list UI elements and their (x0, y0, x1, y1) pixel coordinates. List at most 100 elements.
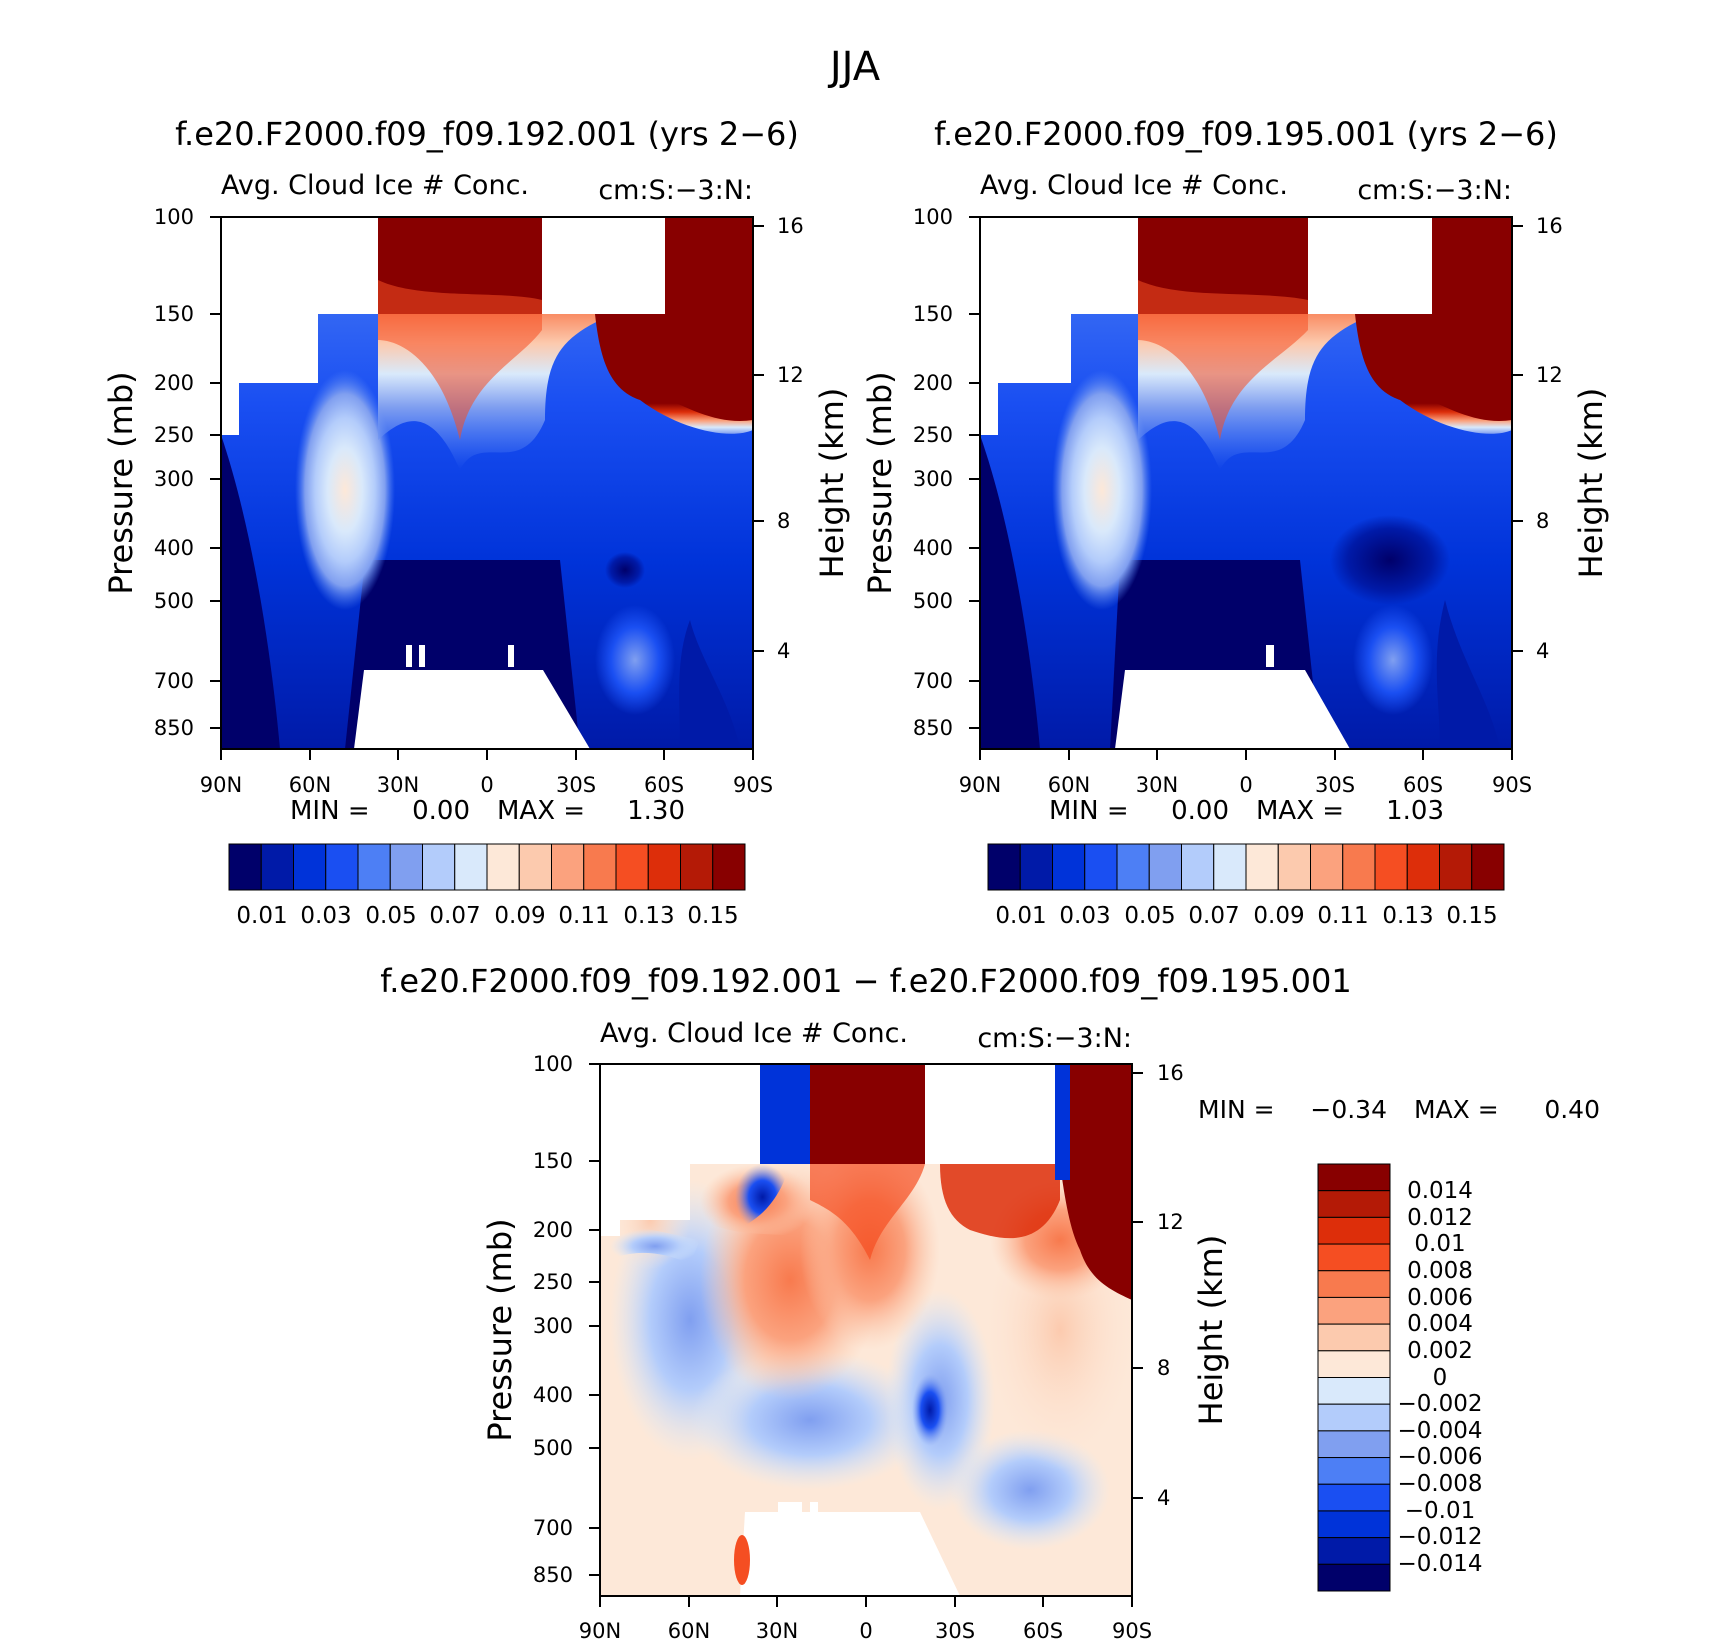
y-tick-label: 700 (533, 1516, 573, 1540)
colorbar-label: −0.002 (1397, 1391, 1482, 1417)
x-tick-label: 0 (480, 773, 493, 797)
y-tick-label: 100 (913, 205, 953, 229)
y-tick-label: 250 (533, 1270, 573, 1294)
colorbar (987, 843, 1505, 891)
colorbar-swatch (422, 843, 456, 891)
x-tick-label: 90N (200, 773, 242, 797)
y-tick-label: 850 (533, 1563, 573, 1587)
y-right-tick-label: 12 (1157, 1210, 1184, 1234)
colorbar-label: 0.002 (1407, 1338, 1473, 1364)
x-axis: 90N 60N 30N 0 30S 60S 90S (579, 1596, 1152, 1639)
x-tick-label: 30N (1136, 773, 1178, 797)
y-right-tick-label: 16 (777, 214, 804, 238)
max-value: 1.30 (627, 796, 685, 826)
colorbar-swatch (1052, 843, 1086, 891)
y-tick-label: 700 (154, 669, 194, 693)
y-tick-label: 150 (154, 302, 194, 326)
colorbar-label: 0.004 (1407, 1311, 1473, 1337)
colorbar-swatch (1019, 843, 1053, 891)
y-right-tick-label: 4 (1157, 1486, 1170, 1510)
colorbar-swatch (712, 843, 746, 891)
colorbar-swatch (1317, 1163, 1391, 1192)
panel-subtitle-left: Avg. Cloud Ice # Conc. (980, 170, 1288, 201)
colorbar-swatch (1406, 843, 1440, 891)
colorbar (228, 843, 746, 891)
y-right-tick-label: 8 (1157, 1356, 1170, 1380)
y-axis-right-label: Height (km) (1192, 1235, 1230, 1426)
colorbar-label: 0.15 (687, 903, 738, 929)
colorbar-swatch (1317, 1510, 1391, 1539)
colorbar-label: 0.11 (558, 903, 609, 929)
y-right-tick-label: 8 (1536, 509, 1549, 533)
colorbar-label: −0.012 (1397, 1524, 1482, 1550)
colorbar-swatch (615, 843, 649, 891)
y-right-tick-label: 4 (1536, 639, 1549, 663)
y-axis-right: 16 12 8 4 (1512, 214, 1563, 663)
max-value: 0.40 (1544, 1095, 1600, 1124)
colorbar-swatch (1317, 1270, 1391, 1298)
y-right-tick-label: 16 (1157, 1061, 1184, 1085)
colorbar-swatch (1317, 1430, 1391, 1459)
x-tick-label: 90N (959, 773, 1001, 797)
y-right-tick-label: 12 (777, 363, 804, 387)
x-tick-label: 90S (733, 773, 773, 797)
colorbar-swatch (325, 843, 359, 891)
colorbar-swatch (486, 843, 520, 891)
x-tick-label: 60N (289, 773, 331, 797)
y-axis-left: 100 150 200 250 300 400 500 700 850 (533, 1052, 600, 1587)
colorbar-swatch (518, 843, 552, 891)
panel-title: f.e20.F2000.f09_f09.192.001 (yrs 2−6) (175, 115, 799, 153)
y-tick-label: 200 (533, 1218, 573, 1242)
panel-subtitle-right: cm:S:−3:N: (977, 1023, 1132, 1054)
colorbar-swatch (1317, 1323, 1391, 1352)
colorbar-swatch (260, 843, 294, 891)
colorbar-swatch (987, 843, 1021, 891)
panel-subtitle-right: cm:S:−3:N: (1357, 175, 1512, 206)
y-tick-label: 850 (913, 716, 953, 740)
colorbar-labels: 0.01 0.03 0.05 0.07 0.09 0.11 0.13 0.15 (995, 903, 1497, 929)
colorbar-swatch (1245, 843, 1279, 891)
y-right-tick-label: 8 (777, 509, 790, 533)
colorbar-swatch (1374, 843, 1408, 891)
y-tick-label: 300 (533, 1314, 573, 1338)
panel-title: f.e20.F2000.f09_f09.195.001 (yrs 2−6) (934, 115, 1558, 153)
colorbar-swatch (1213, 843, 1247, 891)
colorbar-label: 0.05 (1124, 903, 1175, 929)
min-label: MIN = (290, 796, 370, 826)
colorbar-labels: 0.014 0.012 0.01 0.008 0.006 0.004 0.002… (1397, 1178, 1482, 1577)
colorbar-swatch (1317, 1563, 1391, 1592)
colorbar-swatch (293, 843, 327, 891)
colorbar-swatch (1317, 1243, 1391, 1272)
page-title: JJA (827, 44, 881, 90)
y-axis-right: 16 12 8 4 (753, 214, 804, 663)
colorbar-label: 0 (1433, 1365, 1448, 1391)
panel-subtitle-left: Avg. Cloud Ice # Conc. (221, 170, 529, 201)
colorbar-swatch (1317, 1483, 1391, 1512)
panel-difference: f.e20.F2000.f09_f09.192.001 − f.e20.F200… (380, 962, 1600, 1639)
min-label: MIN = (1049, 796, 1129, 826)
x-tick-label: 30N (756, 1619, 798, 1639)
colorbar-swatch (1317, 1296, 1391, 1325)
colorbar (1317, 1163, 1391, 1592)
colorbar-swatch (1317, 1457, 1391, 1485)
colorbar-swatch (1181, 843, 1215, 891)
y-axis-left: 100 150 200 250 300 400 500 700 850 (913, 205, 980, 740)
colorbar-swatch (583, 843, 617, 891)
x-tick-label: 60N (1048, 773, 1090, 797)
colorbar-swatch (1277, 843, 1311, 891)
y-right-tick-label: 4 (777, 639, 790, 663)
y-axis-right: 16 12 8 4 (1132, 1061, 1184, 1510)
panel-right: f.e20.F2000.f09_f09.195.001 (yrs 2−6) Av… (861, 115, 1610, 929)
colorbar-swatch (357, 843, 391, 891)
colorbar-swatch (389, 843, 423, 891)
contour-field (221, 217, 753, 749)
y-tick-label: 700 (913, 669, 953, 693)
colorbar-swatch (647, 843, 681, 891)
x-tick-label: 0 (859, 1619, 872, 1639)
y-tick-label: 250 (154, 423, 194, 447)
y-tick-label: 500 (533, 1436, 573, 1460)
x-tick-label: 60S (1023, 1619, 1063, 1639)
panel-title: f.e20.F2000.f09_f09.192.001 − f.e20.F200… (380, 962, 1352, 1000)
min-label: MIN = (1198, 1095, 1275, 1124)
